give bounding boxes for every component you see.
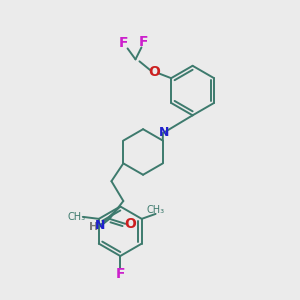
Text: N: N: [95, 219, 106, 232]
Text: H: H: [89, 222, 98, 232]
Text: CH₃: CH₃: [68, 212, 86, 222]
Text: O: O: [148, 65, 160, 79]
Text: F: F: [116, 267, 125, 281]
Text: F: F: [139, 34, 148, 49]
Text: O: O: [124, 217, 136, 231]
Text: CH₃: CH₃: [146, 205, 165, 215]
Text: F: F: [119, 37, 128, 50]
Text: N: N: [159, 126, 169, 139]
